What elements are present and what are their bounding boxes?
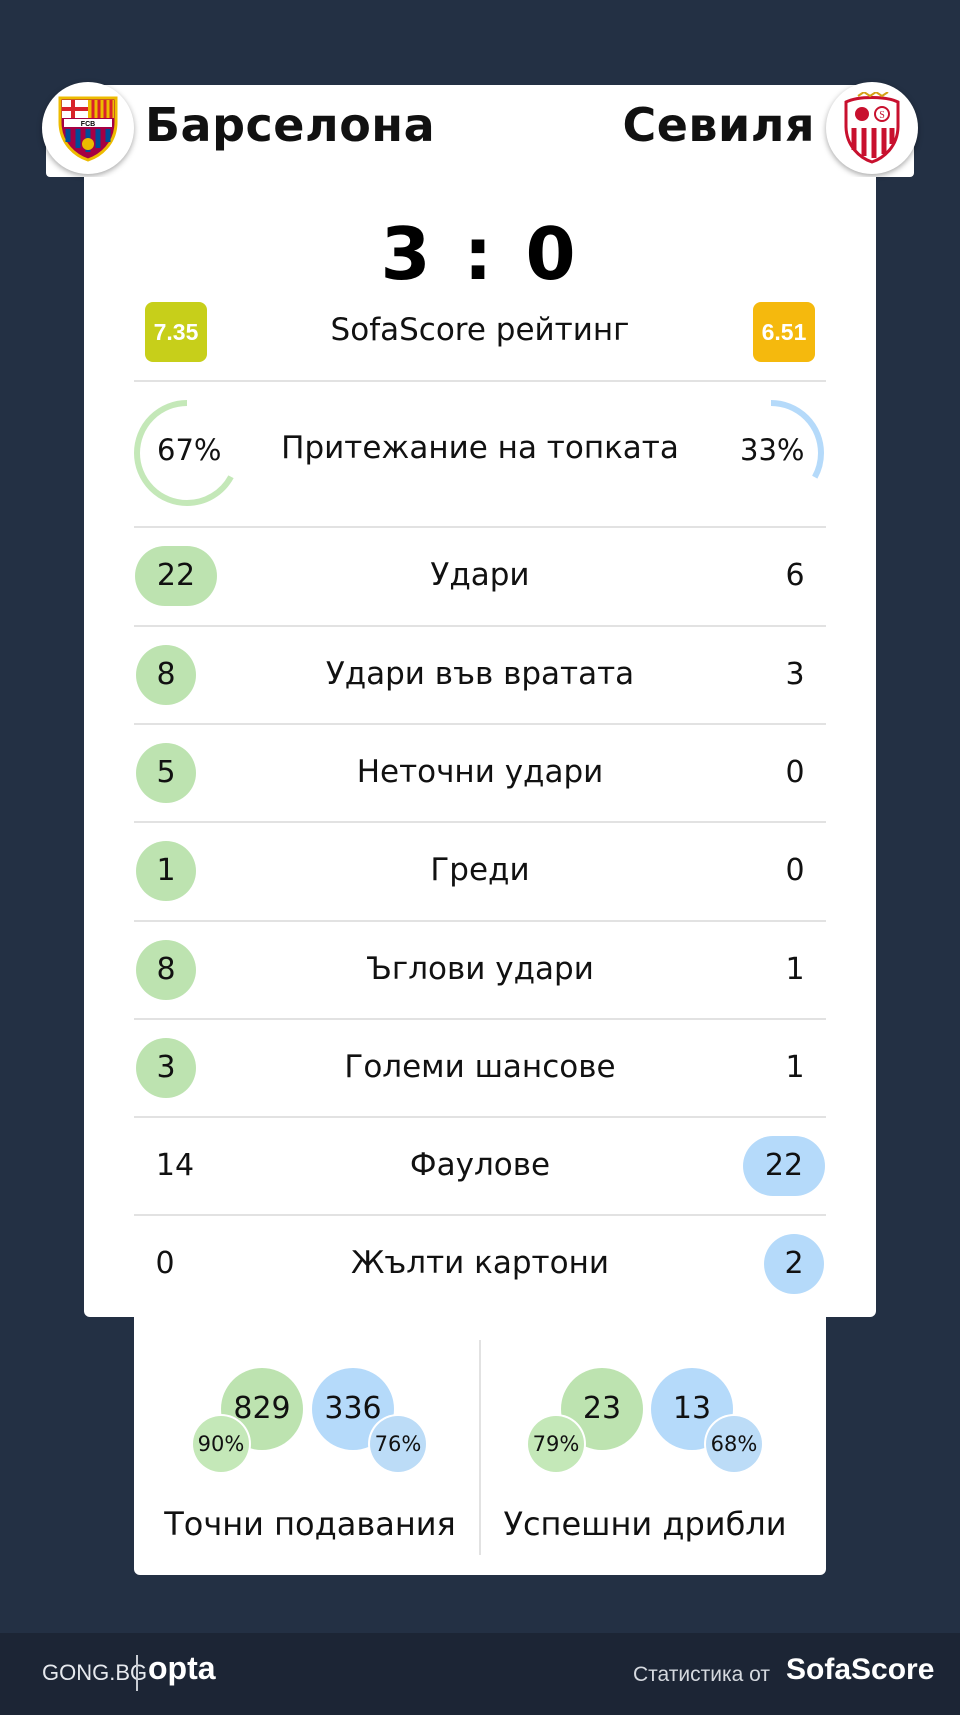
home-stat-value: 14 [155, 1148, 195, 1183]
barcelona-crest-icon: FCB [42, 82, 134, 174]
vertical-divider [479, 1340, 481, 1555]
divider [134, 723, 826, 725]
sofascore-logo: SofaScore [786, 1653, 935, 1686]
svg-text:FCB: FCB [81, 121, 95, 128]
stat-row-shots: 22 Удари 6 [0, 527, 960, 625]
away-stat-value: 3 [785, 657, 805, 692]
stat-label: Жълти картони [350, 1245, 609, 1281]
divider [134, 625, 826, 627]
away-stat-value: 0 [785, 853, 805, 888]
stat-label: Ъглови удари [366, 951, 594, 987]
away-possession-ring [718, 400, 824, 506]
home-possession-ring [134, 400, 240, 506]
divider [134, 1214, 826, 1216]
svg-text:S: S [879, 110, 885, 121]
away-stat-value: 1 [785, 1050, 805, 1085]
away-dribbles-pct: 68% [706, 1416, 762, 1472]
stat-label: Греди [430, 852, 530, 888]
home-possession-value: 67% [157, 433, 222, 467]
stat-row-yellow-cards: 0 Жълти картони 2 [0, 1215, 960, 1313]
away-stat-value: 0 [785, 755, 805, 790]
stats-card [84, 177, 876, 1317]
stat-label: Големи шансове [344, 1049, 616, 1085]
match-score: 3 : 0 [380, 212, 580, 296]
stat-row-woodwork: 1 Греди 0 [0, 822, 960, 920]
stats-by-label: Статистика от [633, 1663, 770, 1686]
footer [0, 1633, 960, 1715]
divider [134, 380, 826, 382]
home-stat-value: 8 [136, 645, 196, 705]
gong-logo: GONG.BG [42, 1660, 148, 1685]
stat-label: Неточни удари [356, 754, 604, 790]
away-rating-badge: 6.51 [753, 302, 815, 362]
dribbles-label: Успешни дрибли [503, 1505, 787, 1543]
possession-label: Притежание на топката [281, 430, 679, 466]
stat-row-corners: 8 Ъглови удари 1 [0, 921, 960, 1019]
stat-label: Удари [430, 557, 530, 593]
home-stat-value: 8 [136, 940, 196, 1000]
stat-label: Удари във вратата [325, 656, 635, 692]
rating-label: SofaScore рейтинг [330, 312, 630, 348]
footer-separator [136, 1655, 138, 1691]
divider [134, 821, 826, 823]
stat-label: Фаулове [409, 1147, 551, 1183]
home-team-name: Барселона [145, 98, 436, 152]
away-team-name: Севиля [622, 98, 815, 152]
divider [134, 1018, 826, 1020]
stat-row-fouls: 14 Фаулове 22 [0, 1117, 960, 1215]
away-passes-pct: 76% [370, 1416, 426, 1472]
away-possession-value: 33% [740, 433, 805, 467]
away-stat-value: 6 [785, 558, 805, 593]
home-stat-value: 3 [136, 1038, 196, 1098]
passes-label: Точни подавания [164, 1505, 456, 1543]
stat-row-shots-on-target: 8 Удари във вратата 3 [0, 626, 960, 724]
away-stat-value: 22 [743, 1136, 825, 1196]
opta-logo: opta [148, 1650, 216, 1686]
home-stat-value: 0 [155, 1246, 175, 1281]
divider [134, 526, 826, 528]
stat-row-shots-off-target: 5 Неточни удари 0 [0, 724, 960, 822]
home-stat-value: 1 [136, 841, 196, 901]
away-stat-value: 2 [764, 1234, 824, 1294]
team-header [46, 85, 914, 177]
home-passes-pct: 90% [193, 1416, 249, 1472]
divider [134, 920, 826, 922]
divider [134, 1116, 826, 1118]
home-stat-value: 22 [135, 546, 217, 606]
home-rating-badge: 7.35 [145, 302, 207, 362]
home-stat-value: 5 [136, 743, 196, 803]
stat-row-big-chances: 3 Големи шансове 1 [0, 1019, 960, 1117]
away-stat-value: 1 [785, 952, 805, 987]
home-dribbles-pct: 79% [528, 1416, 584, 1472]
sevilla-crest-icon: S [826, 82, 918, 174]
